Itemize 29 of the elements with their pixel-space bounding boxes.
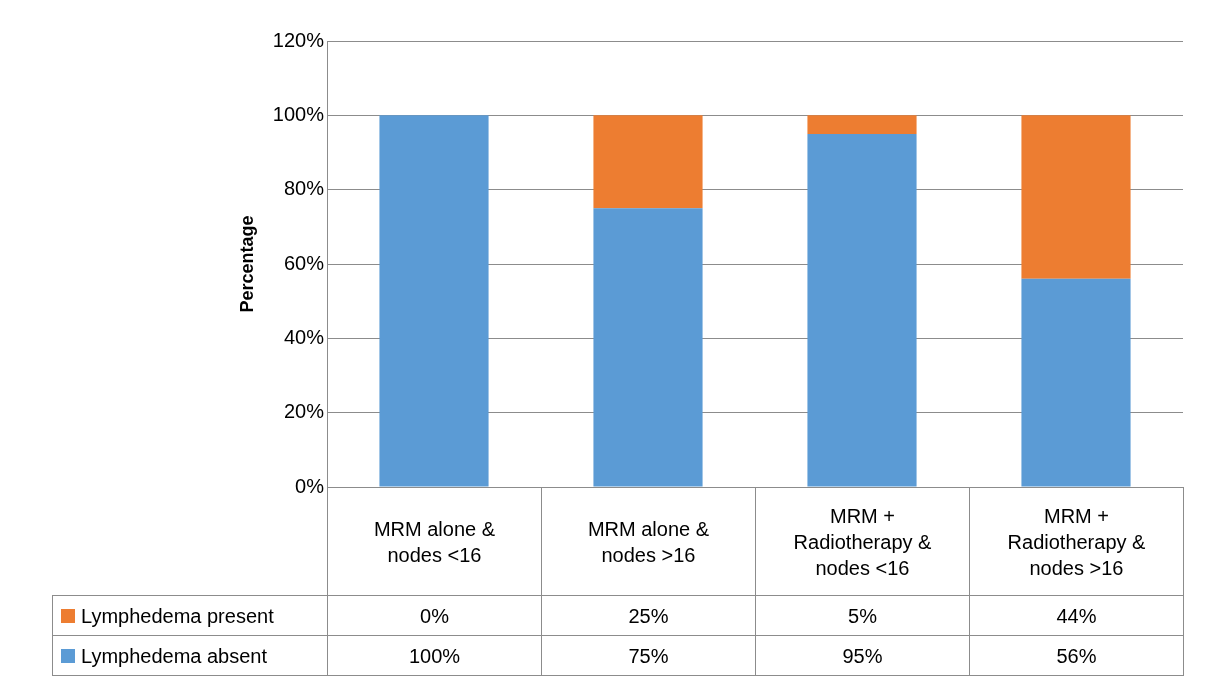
- bar: [593, 208, 703, 487]
- bar: [807, 133, 917, 487]
- y-tick-label: 100%: [272, 102, 325, 125]
- data-label: 25%: [541, 595, 756, 636]
- data-label: 5%: [755, 595, 970, 636]
- legend-label: Lymphedema present: [81, 603, 274, 629]
- data-label: 44%: [969, 595, 1184, 636]
- data-label: 75%: [541, 635, 756, 676]
- y-tick-label: 120%: [272, 28, 325, 51]
- bar: [1021, 278, 1131, 487]
- x-tick-label: MRM alone & nodes >16: [541, 487, 756, 596]
- y-tick-label: 20%: [283, 400, 325, 423]
- data-label: 56%: [969, 635, 1184, 676]
- y-tick-label: 0%: [295, 474, 325, 497]
- bar: [379, 115, 489, 487]
- y-tick-label: 80%: [283, 177, 325, 200]
- bar: [807, 115, 917, 134]
- x-tick-label: MRM alone & nodes <16: [327, 487, 542, 596]
- data-label: 100%: [327, 635, 542, 676]
- x-tick-label: MRM + Radiotherapy & nodes >16: [969, 487, 1184, 596]
- data-label: 95%: [755, 635, 970, 676]
- bar: [593, 115, 703, 209]
- y-tick-label: 40%: [283, 325, 325, 348]
- data-label: 0%: [327, 595, 542, 636]
- legend-label: Lymphedema absent: [81, 643, 268, 669]
- x-tick-label: MRM + Radiotherapy & nodes <16: [755, 487, 970, 596]
- y-axis-title: Percentage: [236, 215, 257, 313]
- bar: [1021, 115, 1131, 279]
- y-tick-label: 60%: [283, 251, 325, 274]
